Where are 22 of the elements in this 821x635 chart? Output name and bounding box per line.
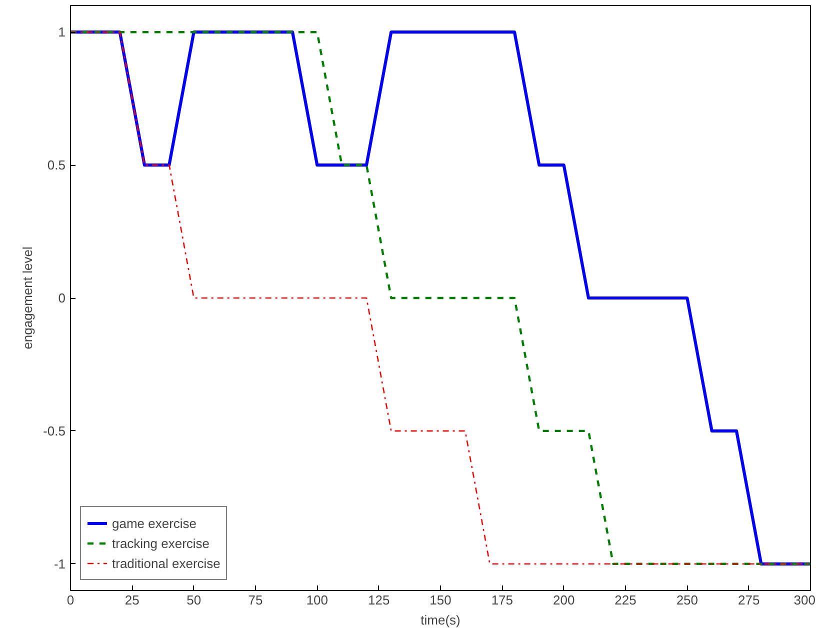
y-tick-label: 1	[58, 24, 66, 40]
x-tick-label: 225	[614, 592, 636, 608]
legend-label: tracking exercise	[112, 536, 210, 550]
x-tick-label: 250	[676, 592, 698, 608]
x-tick-label: 75	[248, 592, 263, 608]
x-tick-label: 175	[491, 592, 514, 608]
x-tick-label: 150	[430, 592, 452, 608]
x-tick-label: 25	[124, 592, 140, 608]
legend-label: game exercise	[112, 516, 197, 530]
legend-label: traditional exercise	[112, 556, 220, 570]
x-tick-label: 200	[552, 592, 575, 608]
x-tick-label: 125	[368, 592, 390, 608]
x-axis-title: time(s)	[420, 612, 460, 628]
y-tick-label: 0.5	[47, 158, 66, 173]
y-tick-label: -0.5	[43, 423, 66, 438]
y-tick-label: -1	[54, 556, 66, 572]
y-tick-label: 0	[58, 290, 66, 306]
x-tick-label: 300	[794, 592, 816, 608]
y-axis-title: engagement level	[20, 246, 36, 350]
x-tick-label: 275	[738, 592, 760, 608]
x-tick-label: 50	[186, 592, 202, 608]
x-tick-label: 100	[306, 592, 328, 608]
